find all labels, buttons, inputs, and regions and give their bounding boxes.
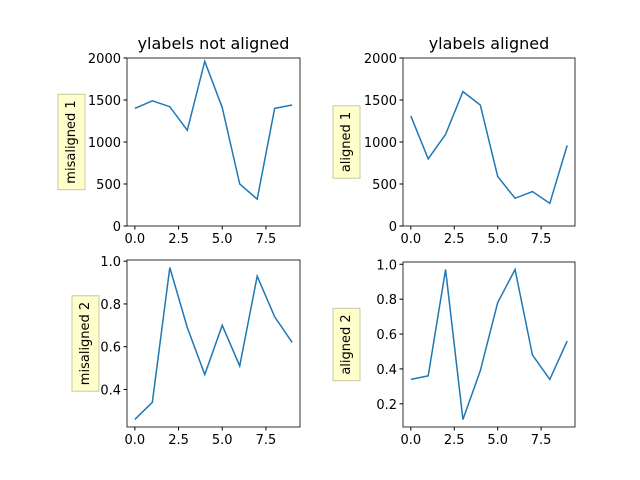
y-label-box [57,93,86,191]
y-label: misaligned 1 [57,93,86,191]
x-tick-label: 5.0 [212,232,233,247]
y-tick-label: 0 [113,220,121,235]
x-tick-label: 7.5 [256,232,277,247]
y-label-text: misaligned 1 [64,100,79,183]
data-line [134,58,293,201]
y-tick-label: 1000 [364,136,397,151]
y-label-box [332,105,361,179]
y-tick-label: 500 [372,178,397,193]
y-tick-label: 1500 [364,94,397,109]
y-label: aligned 1 [332,105,361,179]
y-label: aligned 2 [332,307,361,382]
x-tick-label: 7.5 [531,433,552,448]
y-label-text: misaligned 2 [78,302,93,385]
data-line [134,267,293,420]
x-tick-label: 2.5 [444,232,465,247]
axes-frame [402,261,576,428]
y-tick-label: 0.4 [100,383,121,398]
y-tick-label: 0.4 [376,363,397,378]
y-tick-label: 1.0 [376,258,397,273]
axes-title: ylabels not aligned [138,34,290,53]
data-line [410,90,568,205]
x-tick-label: 0.0 [125,232,146,247]
y-tick-label: 0 [389,220,397,235]
x-tick-label: 5.0 [487,433,508,448]
x-tick-label: 2.5 [168,433,189,448]
y-label: misaligned 2 [71,295,100,392]
y-tick-label: 0.8 [376,293,397,308]
x-tick-label: 0.0 [400,232,421,247]
axes-frame [126,259,301,428]
x-tick-label: 5.0 [212,433,233,448]
y-tick-label: 0.2 [376,398,397,413]
y-tick-label: 1000 [88,136,121,151]
x-tick-label: 7.5 [531,232,552,247]
x-tick-label: 0.0 [400,433,421,448]
y-tick-label: 1500 [88,94,121,109]
y-label-box [71,295,100,392]
y-tick-label: 500 [96,178,121,193]
x-tick-label: 2.5 [444,433,465,448]
y-label-box [332,307,361,382]
y-label-text: aligned 2 [339,314,354,374]
axes-title: ylabels aligned [429,34,550,53]
y-tick-label: 2000 [364,52,397,67]
x-tick-label: 7.5 [256,433,277,448]
x-tick-label: 5.0 [487,232,508,247]
y-tick-label: 0.6 [376,328,397,343]
y-tick-label: 2000 [88,52,121,67]
y-label-text: aligned 1 [339,112,354,172]
y-tick-label: 0.6 [100,341,121,356]
x-tick-label: 0.0 [125,433,146,448]
data-line [410,267,568,420]
x-tick-label: 2.5 [168,232,189,247]
y-tick-label: 1.0 [100,255,121,270]
y-tick-label: 0.8 [100,298,121,313]
